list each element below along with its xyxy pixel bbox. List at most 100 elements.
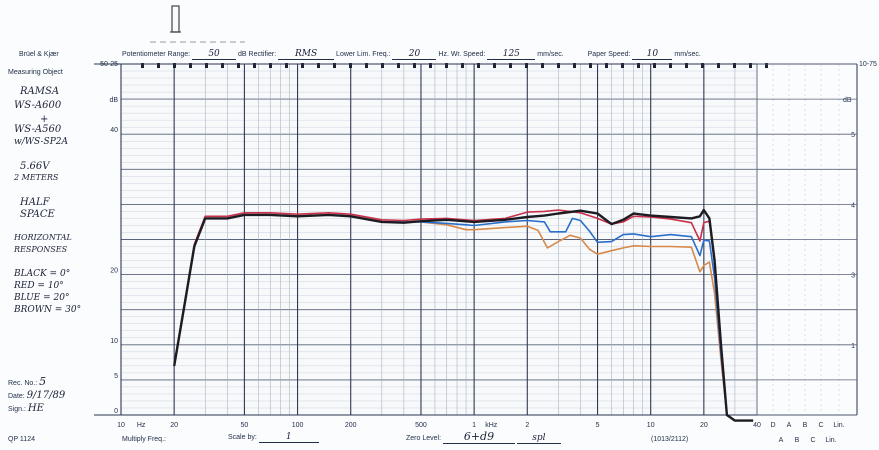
top-tick-mark	[733, 63, 736, 68]
top-tick-mark	[493, 63, 496, 68]
chart-series	[173, 208, 754, 422]
series-line-red	[173, 209, 754, 422]
sign-label: Sign.:	[8, 406, 26, 413]
x-tick-label: 500	[415, 422, 427, 429]
top-tick-mark	[477, 63, 480, 68]
top-tick-mark	[637, 63, 640, 68]
top-tick-mark	[461, 63, 464, 68]
note-line: HORIZONTAL	[14, 233, 72, 242]
scale-value: 1	[258, 432, 319, 443]
top-tick-mark	[253, 63, 256, 68]
top-tick-mark	[541, 63, 544, 68]
lower-lim-value: 20	[392, 49, 437, 60]
top-tick-mark	[701, 63, 704, 68]
db-label-left: dB	[109, 97, 118, 104]
note-line: +	[40, 114, 49, 125]
wr-speed-unit: mm/sec.	[537, 51, 564, 58]
wr-speed-value: 125	[487, 49, 536, 60]
top-tick-mark	[221, 63, 224, 68]
top-tick-mark	[685, 63, 688, 68]
weight-label-bottom: Lin.	[825, 437, 836, 444]
note-line: RAMSA	[20, 86, 60, 97]
top-tick-mark	[173, 63, 176, 68]
y-tick-label: 5	[114, 373, 118, 380]
note-line: w/WS-SP2A	[14, 137, 68, 147]
y-tick-label: 0	[114, 408, 118, 415]
x-tick-label: 20	[170, 422, 178, 429]
top-tick-mark	[397, 63, 400, 68]
zero-level-field: Zero Level: 6+d9 spl	[406, 430, 561, 444]
rectifier-label: dB Rectifier:	[238, 51, 277, 58]
header-row: Potentiometer Range: 50 dB Rectifier: RM…	[122, 49, 701, 60]
x-tick-label: 5	[596, 422, 600, 429]
top-tick-mark	[621, 63, 624, 68]
top-tick-mark	[765, 63, 768, 68]
weighting-panel	[757, 63, 858, 416]
top-tick-mark	[749, 63, 752, 68]
series-line-blue	[381, 217, 754, 422]
x-tick-label: 1	[472, 422, 476, 429]
zero-level-label: Zero Level:	[406, 435, 442, 442]
top-tick-mark	[205, 63, 208, 68]
top-tick-mark	[237, 63, 240, 68]
x-tick-label: kHz	[485, 422, 498, 429]
y-range-label-left: 50-25	[100, 61, 118, 68]
handwritten-notes: RAMSA WS-A600 + WS-A560 w/WS-SP2A 5.66V …	[14, 86, 114, 317]
note-line: HALF	[20, 197, 50, 208]
x-tick-label: 40	[753, 422, 761, 429]
top-tick-mark	[269, 63, 272, 68]
lower-lim-label: Lower Lim. Freq.:	[336, 51, 391, 58]
y-tick-label-right: 1	[851, 343, 855, 350]
record-block: Rec. No.: 5 Date: 9/17/89 Sign.: HE	[8, 376, 65, 416]
y-tick-label-right: 4	[851, 202, 855, 209]
y-tick-label: 40	[110, 127, 118, 134]
pot-range-label: Potentiometer Range:	[122, 51, 191, 58]
top-tick-mark	[445, 63, 448, 68]
note-line: RED = 10°	[14, 281, 64, 291]
x-tick-label: 10	[117, 422, 125, 429]
y-tick-label-right: 5	[851, 132, 855, 139]
chart-axes: 10 Hz 20 50 100 200 500 1 kHz 2 5 10 20 40 0 5 10 20 40 50-…	[100, 61, 877, 444]
note-line: WS-A600	[14, 100, 62, 111]
weight-label-bottom: B	[795, 437, 800, 444]
top-tick-mark	[589, 63, 592, 68]
sign-value: HE	[27, 403, 44, 414]
scale-field: Scale by: 1	[228, 432, 319, 443]
paper-speed-unit: mm/sec.	[674, 51, 701, 58]
top-tick-mark	[509, 63, 512, 68]
note-line: BLUE = 20°	[14, 293, 70, 303]
brand-label: Brüel & Kjær	[19, 51, 59, 58]
x-tick-label: 50	[241, 422, 249, 429]
weight-label-bottom: A	[779, 437, 784, 444]
weight-label-top: C	[818, 422, 823, 429]
weight-label-top: B	[803, 422, 808, 429]
note-line: BROWN = 30°	[14, 305, 82, 315]
rectifier-value: RMS	[278, 49, 335, 60]
weight-label-bottom: C	[810, 437, 815, 444]
chart-grid	[94, 63, 857, 416]
x-tick-label: 10	[647, 422, 655, 429]
x-tick-label: 2	[525, 422, 529, 429]
paper-speed-value: 10	[632, 49, 673, 60]
top-tick-mark	[365, 63, 368, 68]
note-line: WS-A560	[14, 124, 62, 135]
top-tick-mark	[141, 63, 144, 68]
note-line: SPACE	[20, 209, 55, 220]
y-range-label-right: 10-75	[859, 61, 877, 68]
multiply-freq-label: Multiply Freq.:	[122, 436, 166, 443]
rec-no-label: Rec. No.:	[8, 380, 38, 387]
top-tick-mark	[285, 63, 288, 68]
x-tick-label: Hz	[137, 422, 146, 429]
zero-level-value: 6+d9	[442, 430, 515, 444]
top-tick-mark	[413, 63, 416, 68]
weight-label-top: A	[787, 422, 792, 429]
top-tick-mark	[525, 63, 528, 68]
series-line-brown	[420, 221, 754, 422]
top-tick-mark	[429, 63, 432, 68]
series-line-black	[173, 208, 754, 422]
y-tick-label: 10	[110, 338, 118, 345]
y-tick-label: 20	[110, 268, 118, 275]
top-tick-mark	[557, 63, 560, 68]
pot-range-value: 50	[192, 49, 237, 60]
